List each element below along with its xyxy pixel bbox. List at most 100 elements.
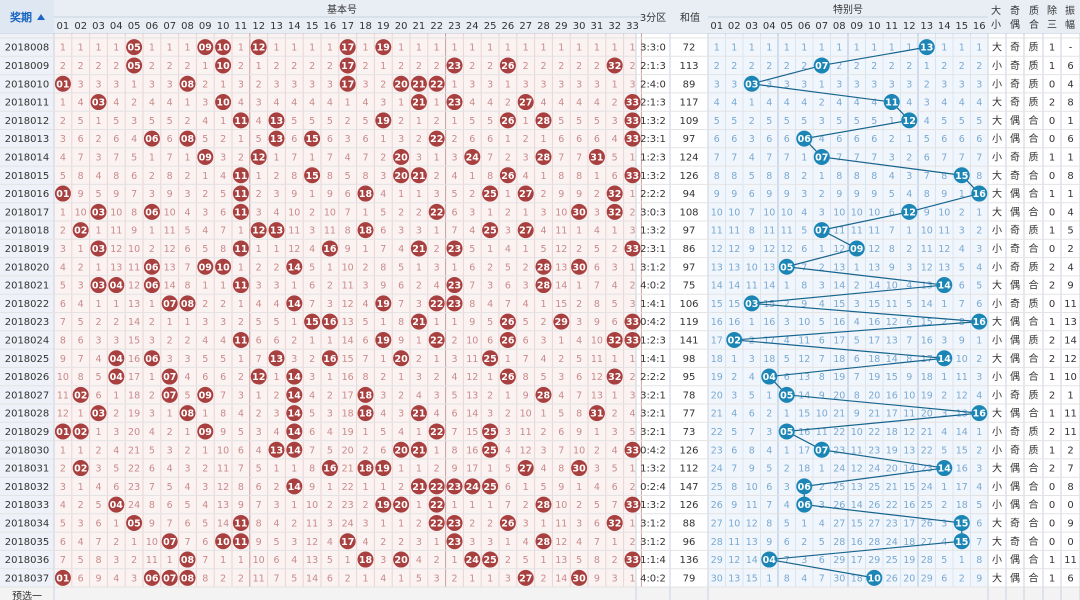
red-miss-count: 11 [164, 226, 176, 237]
mod3-cell: 1 [1049, 189, 1055, 200]
red-column-header: 16 [324, 21, 337, 32]
red-ball-number: 23 [448, 98, 461, 109]
red-miss-count: 5 [594, 500, 600, 511]
red-ball-number: 12 [252, 152, 265, 163]
red-miss-count: 2 [487, 262, 493, 273]
red-miss-count: 7 [256, 354, 262, 365]
red-miss-count: 4 [398, 427, 404, 438]
red-ball-number: 08 [181, 299, 195, 310]
red-miss-count: 2 [60, 116, 66, 127]
red-miss-count: 2 [184, 445, 190, 456]
red-ball [606, 331, 623, 348]
red-miss-count: 1 [434, 98, 440, 109]
red-ball [428, 203, 445, 220]
blue-miss-count: 2 [749, 116, 755, 127]
period-column-background [0, 33, 54, 587]
blue-miss-count: 1 [766, 390, 772, 401]
red-column-header: 32 [608, 21, 621, 32]
red-miss-count: 4 [256, 299, 262, 310]
sort-asc-icon[interactable] [37, 14, 45, 20]
red-miss-count: 1 [327, 372, 333, 383]
parity-cell: 奇 [1010, 535, 1020, 548]
red-miss-count: 2 [505, 409, 511, 420]
red-miss-count: 4 [238, 409, 244, 420]
blue-miss-count: 12 [781, 244, 793, 255]
blue-miss-count: 8 [731, 482, 737, 493]
blue-miss-count: 3 [766, 79, 772, 90]
red-ball-number: 01 [56, 427, 69, 438]
red-miss-count: 3 [60, 134, 66, 145]
red-miss-count: 11 [217, 464, 229, 475]
red-ball-number: 07 [163, 372, 176, 383]
blue-miss-count: 7 [819, 354, 825, 365]
red-miss-count: 4 [523, 299, 529, 310]
red-column-header: 12 [252, 21, 265, 32]
red-miss-count: 5 [78, 116, 84, 127]
red-miss-count: 7 [220, 390, 226, 401]
red-ball-number: 14 [288, 372, 302, 383]
blue-miss-count: 2 [976, 61, 982, 72]
red-miss-count: 2 [612, 555, 618, 566]
red-miss-count: 7 [505, 299, 511, 310]
blue-miss-count: 2 [801, 171, 807, 182]
blue-ball-number: 14 [938, 281, 952, 292]
red-miss-count: 4 [78, 299, 84, 310]
blue-miss-count: 7 [959, 152, 965, 163]
blue-ball [848, 240, 865, 257]
blue-miss-count: 12 [903, 427, 915, 438]
red-miss-count: 5 [327, 116, 333, 127]
blue-miss-count: 30 [711, 573, 723, 584]
red-miss-count: 3 [523, 518, 529, 529]
blue-miss-count: 1 [819, 43, 825, 54]
red-miss-count: 1 [434, 445, 440, 456]
red-ball-number: 02 [74, 390, 87, 401]
red-ball-number: 18 [359, 226, 373, 237]
red-miss-count: 2 [594, 445, 600, 456]
blue-miss-count: 4 [959, 98, 965, 109]
blue-miss-count: 2 [871, 61, 877, 72]
red-miss-count: 5 [612, 152, 618, 163]
red-ball-number: 17 [341, 79, 354, 90]
red-miss-count: 2 [398, 390, 404, 401]
blue-miss-count: 9 [871, 189, 877, 200]
parity-cell: 偶 [1010, 333, 1020, 346]
blue-miss-count: 1 [976, 335, 982, 346]
blue-miss-count: 7 [801, 262, 807, 273]
red-miss-count: 3 [505, 226, 511, 237]
blue-miss-count: 13 [728, 573, 740, 584]
period-header-cell[interactable] [0, 0, 54, 33]
blue-miss-count: 1 [749, 43, 755, 54]
red-ball [250, 222, 267, 239]
red-miss-count: 6 [327, 573, 333, 584]
amp-cell: 12 [1064, 354, 1077, 365]
red-miss-count: 2 [291, 518, 297, 529]
red-miss-count: 14 [555, 281, 567, 292]
red-ball [606, 57, 623, 74]
blue-miss-count: 17 [798, 445, 810, 456]
red-miss-count: 6 [95, 390, 101, 401]
red-miss-count: 2 [220, 573, 226, 584]
red-miss-count: 2 [523, 262, 529, 273]
red-miss-count: 6 [594, 262, 600, 273]
red-ball [517, 94, 534, 111]
red-miss-count: 5 [362, 116, 368, 127]
red-miss-count: 3 [523, 79, 529, 90]
red-miss-count: 3 [95, 335, 101, 346]
period-header-label[interactable]: 奖期 [10, 10, 32, 24]
red-miss-count: 1 [558, 43, 564, 54]
red-miss-count: 2 [273, 482, 279, 493]
red-ball-number: 32 [608, 518, 621, 529]
red-miss-count: 4 [380, 409, 386, 420]
period-cell: 2018008 [5, 43, 50, 54]
zone-ratio-cell: 1:4:1 [640, 354, 666, 365]
red-miss-count: 3 [95, 464, 101, 475]
blue-miss-count: 3 [959, 226, 965, 237]
size-cell: 小 [992, 78, 1002, 90]
red-ball-number: 10 [216, 537, 230, 548]
mod3-cell: 2 [1049, 464, 1055, 475]
amp-cell: 4 [1067, 262, 1073, 273]
red-miss-count: 4 [256, 116, 262, 127]
red-miss-count: 3 [149, 79, 155, 90]
blue-miss-count: 28 [868, 537, 880, 548]
blue-miss-count: 18 [956, 500, 968, 511]
